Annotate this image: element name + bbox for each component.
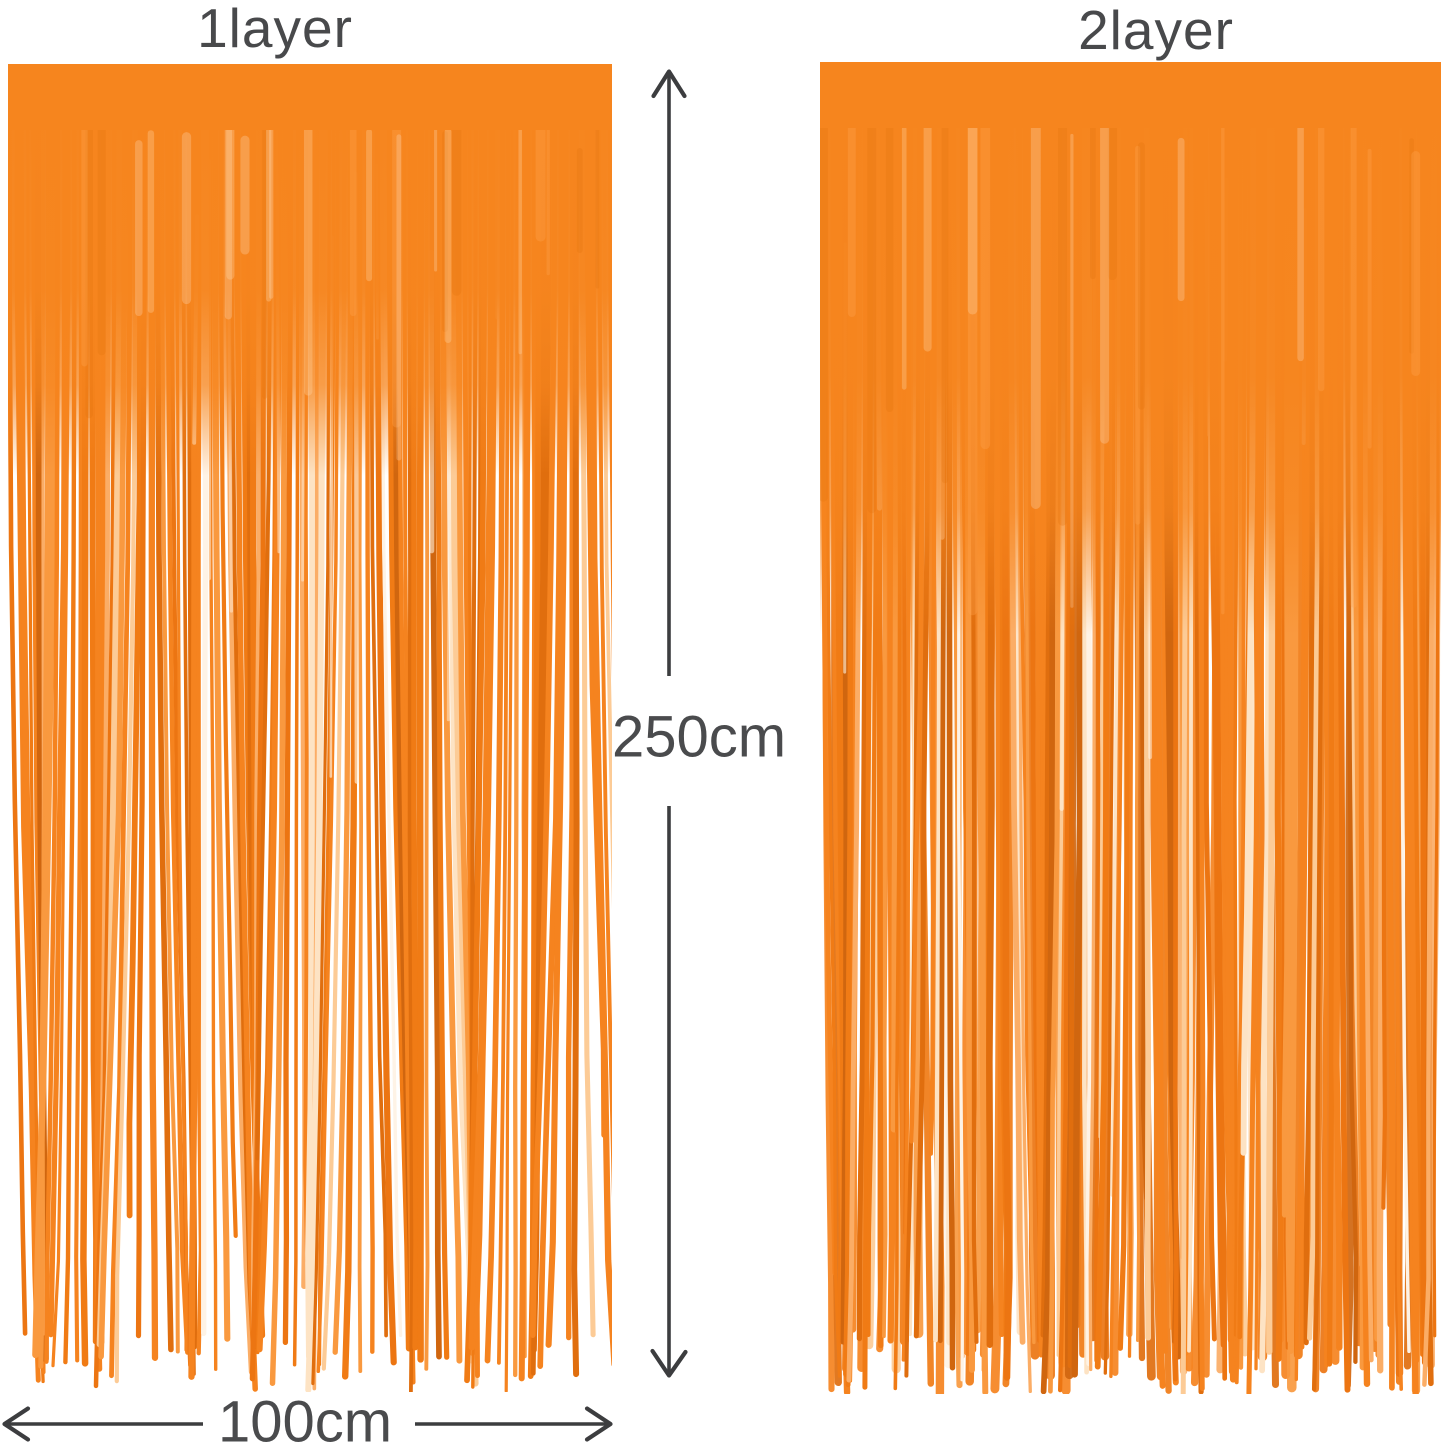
width-arrow-head-right-icon [584,1406,613,1442]
foil-fringe-curtain-2layer [820,62,1441,1394]
foil-fringe-curtain-1layer [8,64,612,1392]
width-arrow-head-left-icon [2,1406,31,1442]
width-dimension-label: 100cm [217,1389,393,1445]
curtain-1layer-label: 1layer [197,0,353,59]
curtain-2layer-label: 2layer [1078,0,1234,61]
height-arrow-head-bottom-icon [650,1348,688,1378]
height-dimension-label: 250cm [611,704,787,770]
height-arrow-head-top-icon [651,69,687,99]
